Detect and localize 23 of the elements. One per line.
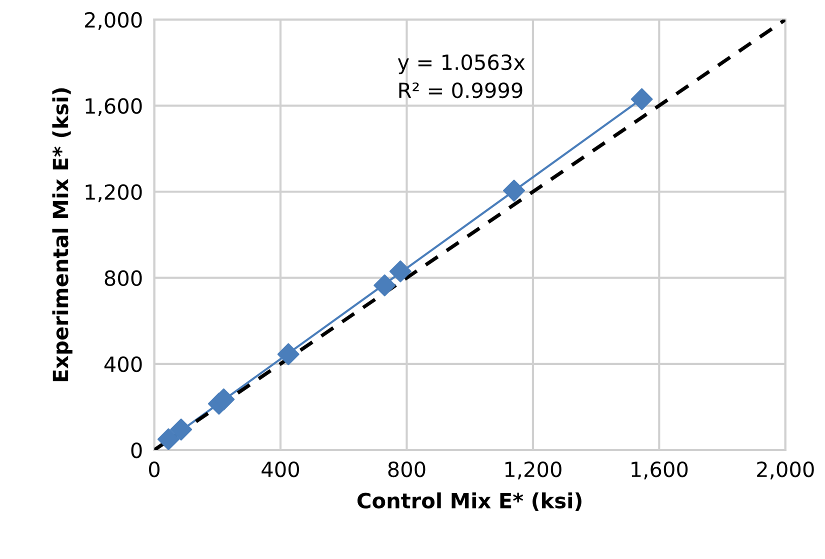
x-tick-label: 800 (388, 461, 426, 478)
y-tick-label: 1,200 (86, 184, 142, 202)
x-tick-label: 1,200 (505, 461, 562, 480)
point (374, 274, 396, 296)
point (277, 343, 300, 366)
x-tick-label: 0 (149, 461, 160, 478)
y-tick-label: 800 (104, 270, 142, 286)
y-axis-title: Experimental Mix E* (ksi) (52, 88, 72, 382)
point (170, 418, 192, 441)
y-tick-label: 400 (104, 356, 142, 372)
annotation: y = 1.0563x R² = 0.9999 (398, 54, 525, 98)
y-tick-label: 2,000 (85, 12, 142, 30)
x-axis-title: Control Mix E* (ksi) (358, 492, 582, 511)
point (157, 428, 180, 450)
point (212, 388, 235, 410)
y-tick-label: 1,600 (86, 98, 142, 116)
x-tick-label: 2,000 (757, 461, 814, 480)
point (503, 180, 526, 202)
x-tick-label: 1,600 (632, 461, 688, 480)
point (630, 88, 653, 110)
point (389, 260, 412, 282)
y-tick-label: 0 (131, 442, 142, 458)
x-tick-label: 400 (262, 461, 299, 478)
